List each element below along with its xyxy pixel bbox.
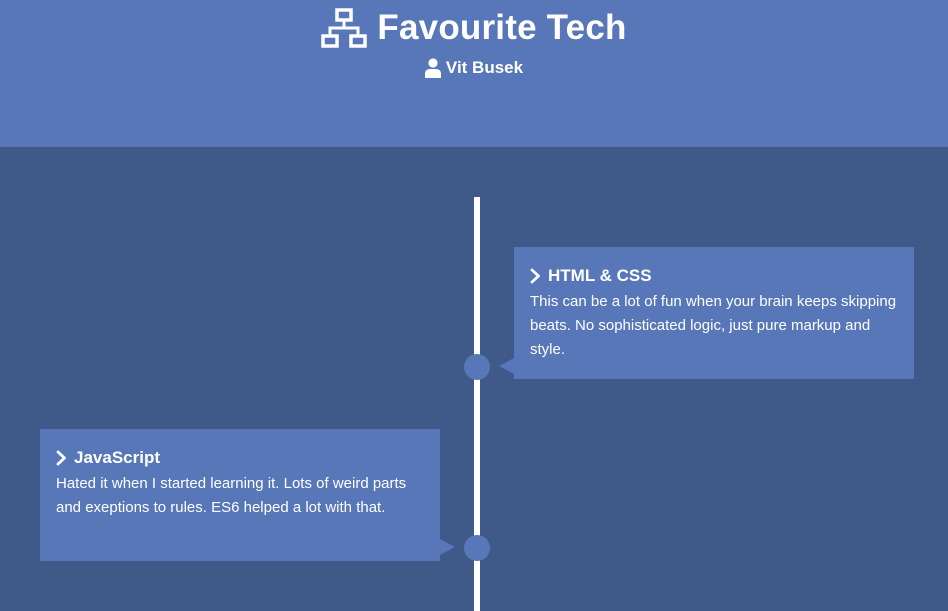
card-text: This can be a lot of fun when your brain… [530,293,897,358]
page-title: Favourite Tech [377,8,627,47]
timeline-dot [464,535,490,561]
chevron-right-icon [530,268,540,284]
card-pointer [440,539,455,555]
timeline-dot [464,354,490,380]
sitemap-icon [321,8,368,48]
card-title-text: JavaScript [74,448,160,467]
timeline-card-html-css: HTML & CSS This can be a lot of fun when… [514,247,914,379]
card-text: Hated it when I started learning it. Lot… [56,475,407,516]
author-name: Vit Busek [445,58,524,77]
title-row: Favourite Tech [0,6,948,50]
card-pointer [499,358,514,374]
timeline-line [474,197,480,611]
page-header: Favourite Tech Vit Busek [0,0,948,147]
timeline-card-javascript: JavaScript Hated it when I started learn… [40,429,440,561]
user-icon [424,58,441,78]
author-row: Vit Busek [0,57,948,79]
card-title: HTML & CSS [530,264,898,288]
card-title: JavaScript [56,446,424,470]
card-title-text: HTML & CSS [548,266,652,285]
chevron-right-icon [56,450,66,466]
